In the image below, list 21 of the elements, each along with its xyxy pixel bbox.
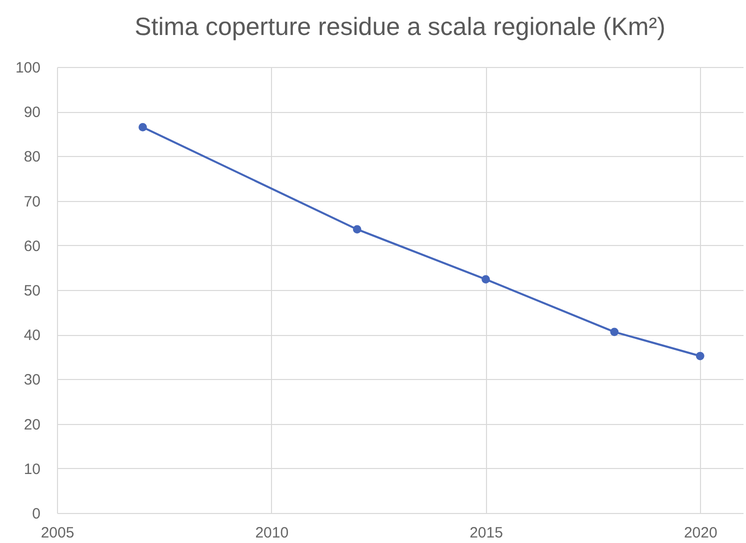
point	[482, 275, 490, 284]
point	[352, 225, 362, 234]
y-tick-label: 70	[24, 193, 40, 210]
y-tick-label: 100	[15, 60, 40, 76]
y-tick-label: 20	[24, 416, 40, 434]
point	[610, 328, 619, 336]
point	[696, 352, 704, 360]
x-tick-label: 2020	[684, 524, 718, 542]
y-tick-label: 30	[24, 372, 40, 389]
y-tick-label: 0	[32, 506, 40, 522]
x-tick-label: 2005	[40, 524, 74, 542]
y-tick-label: 60	[24, 238, 40, 255]
point	[138, 123, 147, 132]
y-tick-label: 50	[24, 282, 40, 300]
x-tick-label: 2015	[470, 524, 503, 542]
chart-title: Stima coperture residue a scala regionale (Km²)	[134, 13, 666, 41]
y-tick-label: 80	[24, 148, 40, 166]
x-tick-label: 2010	[255, 524, 289, 542]
y-tick-label: 40	[24, 327, 40, 344]
y-tick-label: 90	[24, 104, 40, 122]
y-tick-label: 10	[24, 460, 40, 478]
